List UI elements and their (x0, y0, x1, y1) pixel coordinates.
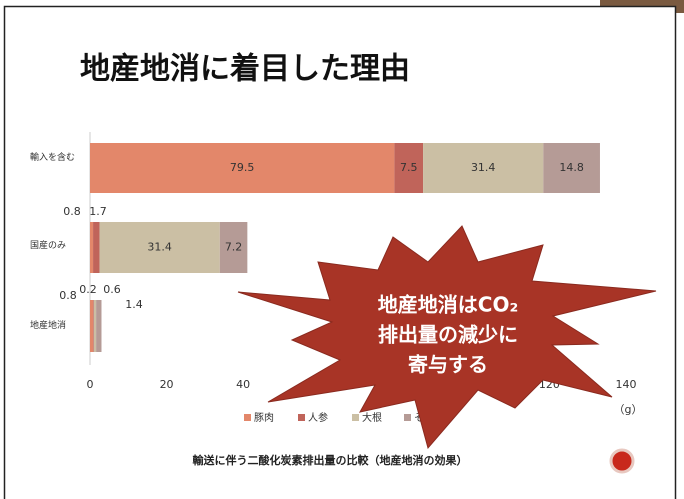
legend-label: 大根 (362, 411, 382, 424)
callout-text: 寄与する (408, 353, 488, 377)
data-label: 31.4 (471, 161, 496, 174)
x-tick-label: 20 (160, 378, 174, 391)
data-label: 31.4 (147, 241, 172, 254)
category-label: 地産地消 (30, 318, 76, 334)
bar-segment (93, 300, 94, 352)
data-label: 0.8 (63, 205, 81, 218)
category-label: 国産のみ (30, 238, 76, 254)
legend-swatch (352, 414, 359, 421)
legend-label: 豚肉 (254, 411, 274, 424)
x-unit: （g） (614, 403, 643, 416)
data-label: 1.7 (89, 205, 107, 218)
bar-segment (93, 222, 100, 273)
x-tick-label: 140 (616, 378, 637, 391)
caption: 輸送に伴う二酸化炭素排出量の比較（地産地消の効果） (193, 453, 468, 467)
legend-swatch (298, 414, 305, 421)
data-label: 0.6 (103, 283, 121, 296)
legend-label: 人参 (308, 411, 328, 424)
bar-segment (96, 300, 101, 352)
callout-text: 地産地消はCO₂ (378, 293, 518, 317)
data-label: 7.2 (225, 241, 243, 254)
slide: 地産地消に着目した理由 （g） 輸送に伴う二酸化炭素排出量の比較（地産地消の効果… (0, 0, 684, 499)
bar-segment (94, 300, 96, 352)
data-label: 0.8 (59, 289, 77, 302)
data-label: 7.5 (400, 161, 418, 174)
data-label: 1.4 (125, 298, 143, 311)
category-label: 輸入を含む (30, 150, 76, 166)
data-label: 14.8 (559, 161, 584, 174)
x-tick-label: 0 (87, 378, 94, 391)
data-label: 0.2 (79, 283, 97, 296)
data-label: 79.5 (230, 161, 255, 174)
page: {"title": "地産地消に着目した理由", "chart_data": {… (0, 0, 684, 499)
slide-title: 地産地消に着目した理由 (80, 52, 410, 87)
bar-segment (90, 300, 93, 352)
decor-circle (611, 450, 633, 472)
x-tick-label: 40 (236, 378, 250, 391)
legend-swatch (244, 414, 251, 421)
legend-swatch (404, 414, 411, 421)
bar-segment (90, 222, 93, 273)
callout-text: 排出量の減少に (378, 323, 518, 347)
